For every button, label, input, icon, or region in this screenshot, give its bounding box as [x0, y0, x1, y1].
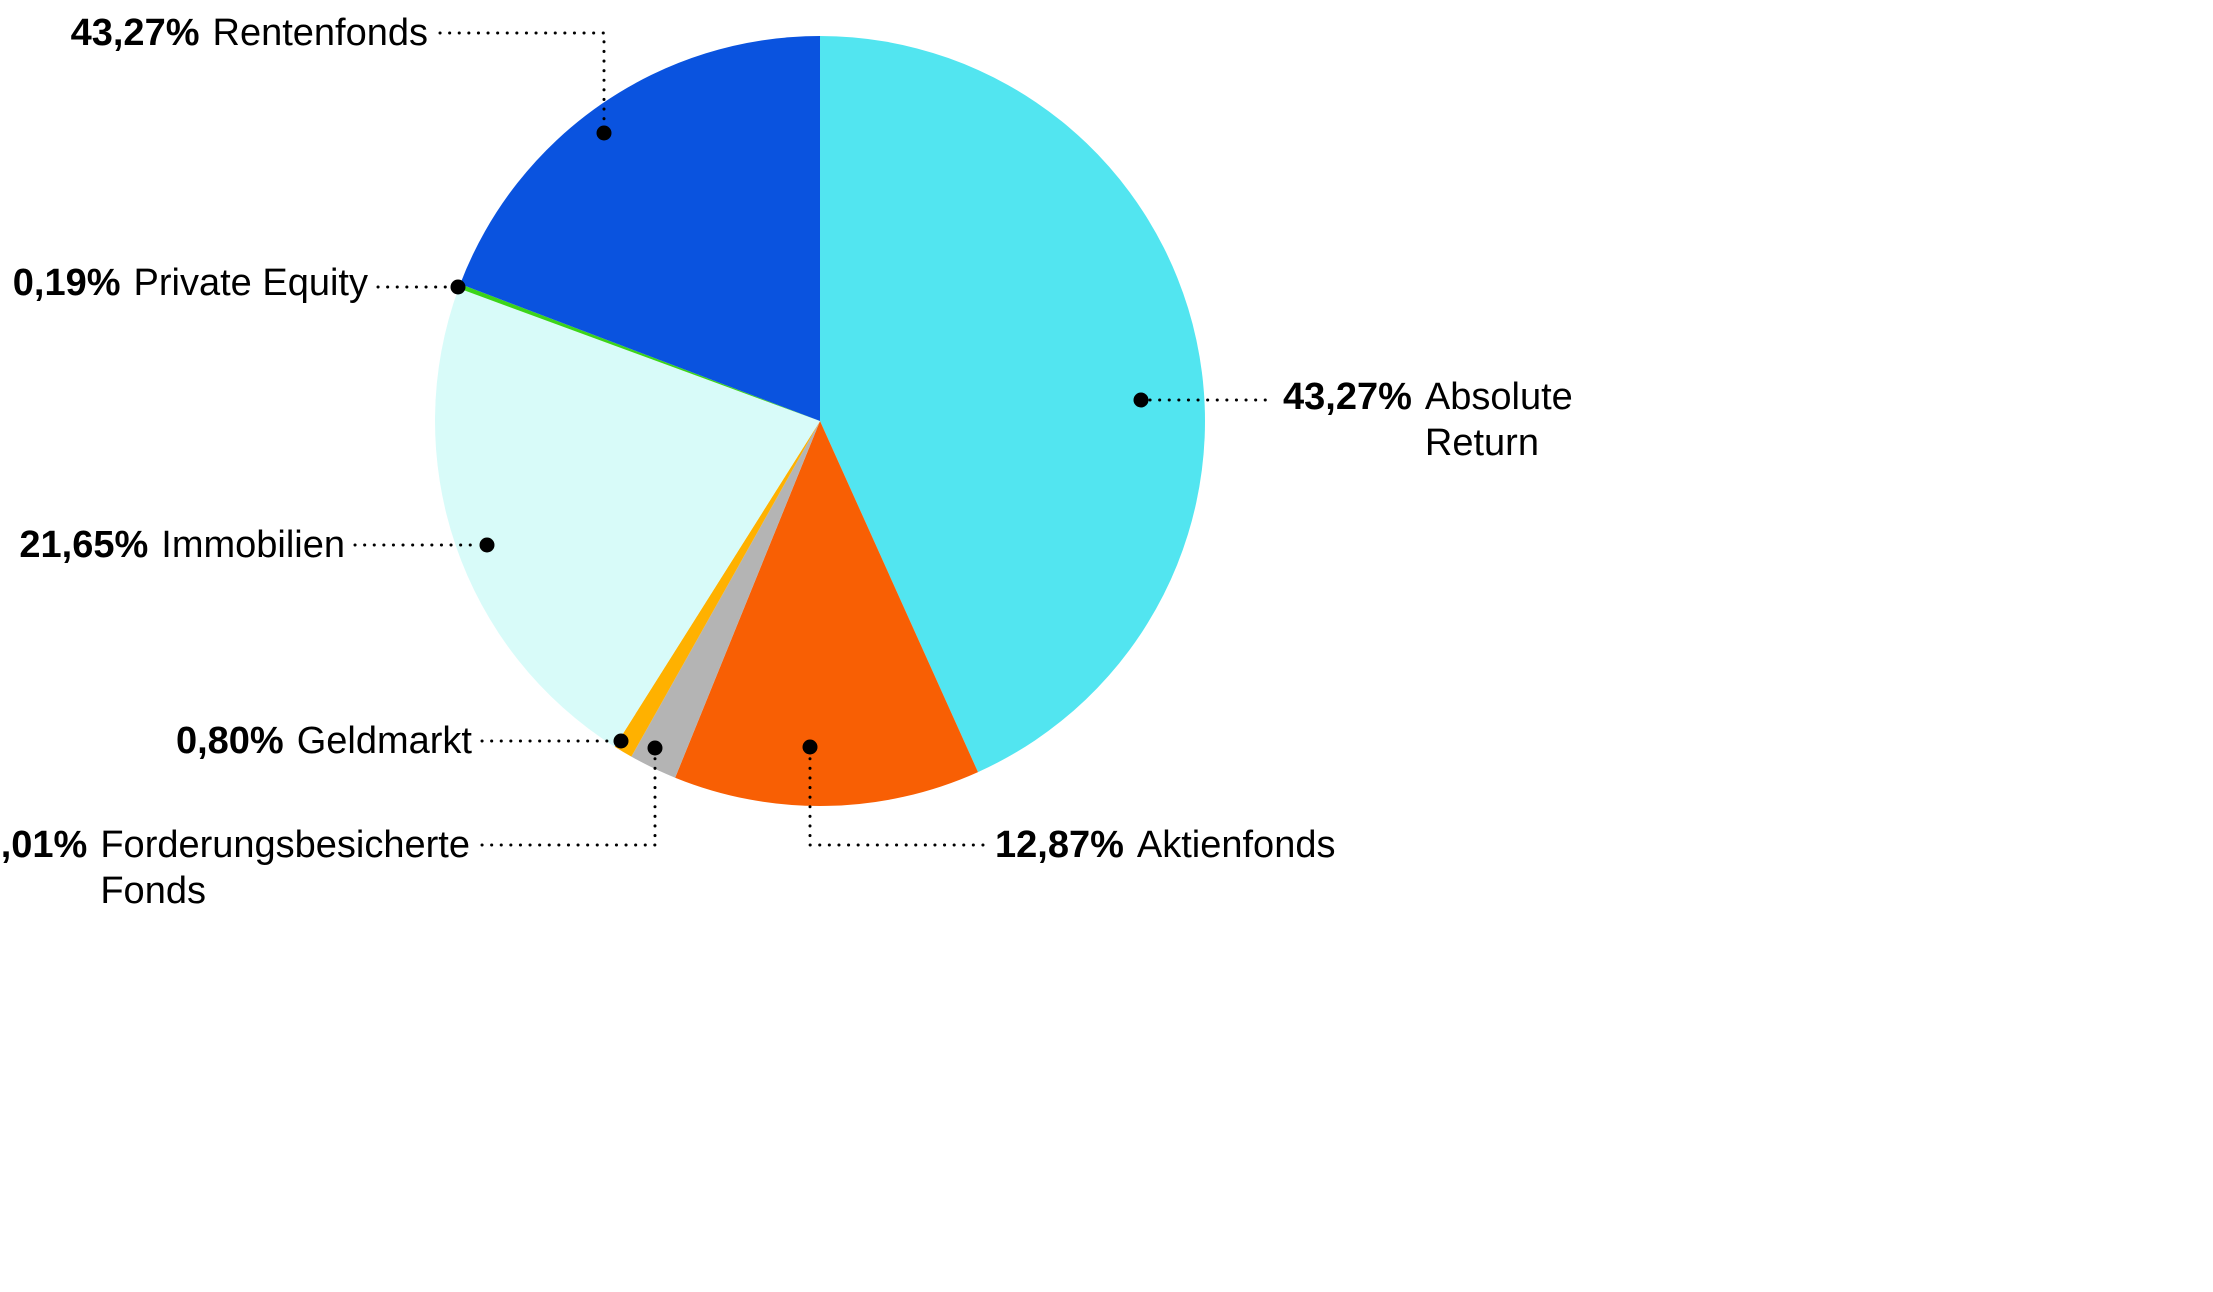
label-rentenfonds: 43,27% Rentenfonds: [71, 10, 428, 56]
label-immobilien: 21,65% Immobilien: [19, 522, 345, 568]
label-forderungsbesicherte-fonds: 2,01% Forderungsbesicherte Fonds: [0, 822, 470, 915]
label-absolute-return: 43,27% Absolute Return: [1283, 374, 1615, 467]
label-forderungsbesicherte-fonds-name: Forderungsbesicherte Fonds: [100, 824, 470, 913]
dot-rentenfonds: [596, 125, 612, 141]
leader-line-aktienfonds: [808, 754, 985, 847]
label-rentenfonds-percent: 43,27%: [70, 12, 200, 54]
label-absolute-return-percent: 43,27%: [1283, 376, 1412, 418]
label-geldmarkt-name: Geldmarkt: [296, 720, 472, 762]
label-immobilien-name: Immobilien: [161, 524, 345, 566]
label-aktienfonds: 12,87% Aktienfonds: [995, 822, 1335, 868]
label-absolute-return-name: Absolute Return: [1424, 376, 1573, 465]
label-aktienfonds-name: Aktienfonds: [1136, 824, 1336, 866]
pie-chart: [435, 35, 1206, 806]
leader-dots: [450, 125, 1149, 756]
label-geldmarkt: 0,80% Geldmarkt: [176, 718, 472, 764]
label-immobilien-percent: 21,65%: [19, 524, 149, 566]
pie-slice-private-equity: [458, 284, 820, 421]
label-rentenfonds-name: Rentenfonds: [212, 12, 429, 54]
pie-slice-forderungsbesicherte-fonds: [631, 421, 820, 778]
pie-slice-geldmarkt: [614, 421, 820, 757]
dot-absolute-return: [1133, 392, 1149, 408]
label-forderungsbesicherte-fonds-percent: 2,01%: [0, 824, 88, 866]
leader-line-forderungsbesicherte-fonds: [480, 755, 657, 847]
label-aktienfonds-percent: 12,87%: [995, 824, 1124, 866]
leader-line-rentenfonds: [438, 31, 606, 128]
leader-lines: [353, 31, 1273, 847]
label-private-equity-name: Private Equity: [133, 262, 368, 304]
dot-private-equity: [450, 279, 466, 295]
dot-aktienfonds: [802, 739, 818, 755]
label-private-equity: 0,19% Private Equity: [13, 260, 368, 306]
label-private-equity-percent: 0,19%: [12, 262, 121, 304]
dot-immobilien: [479, 537, 495, 553]
dot-forderungsbesicherte-fonds: [647, 740, 663, 756]
dot-geldmarkt: [613, 733, 629, 749]
pie-slice-rentenfonds: [460, 35, 820, 421]
label-geldmarkt-percent: 0,80%: [175, 720, 284, 762]
pie-slice-absolute-return: [820, 36, 1206, 773]
pie-slice-aktienfonds: [675, 421, 978, 806]
pie-slice-immobilien: [435, 288, 820, 747]
